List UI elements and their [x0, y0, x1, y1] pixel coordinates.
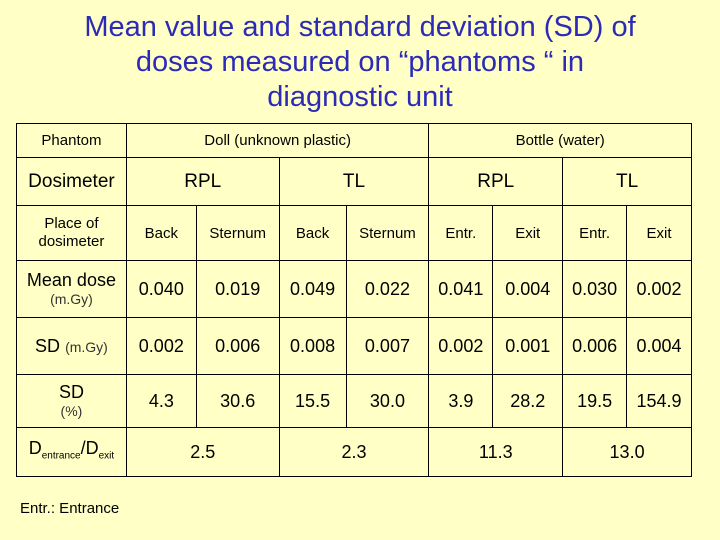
dosimeter-row: Dosimeter RPL TL RPL TL: [16, 157, 692, 206]
phantom-label: Phantom: [16, 123, 127, 158]
place-cell: Entr.: [562, 205, 628, 261]
place-row: Place of dosimeter Back Sternum Back Ste…: [16, 205, 692, 261]
ratio-label: Dentrance/Dexit: [16, 427, 127, 477]
dosimeter-header: TL: [562, 157, 692, 206]
phantom-row: Phantom Doll (unknown plastic) Bottle (w…: [16, 123, 692, 158]
sd-percent-cell: 15.5: [278, 374, 347, 428]
sd-percent-cell: 4.3: [125, 374, 197, 428]
mean-cell: 0.041: [428, 260, 494, 318]
doll-header: Doll (unknown plastic): [125, 123, 430, 158]
sd-percent-cell: 19.5: [562, 374, 628, 428]
ratio-cell: 2.3: [278, 427, 430, 477]
ratio-row: Dentrance/Dexit 2.5 2.3 11.3 13.0: [16, 427, 692, 477]
dosimeter-header: RPL: [125, 157, 280, 206]
sd-cell: 0.004: [626, 317, 692, 375]
bottle-header: Bottle (water): [428, 123, 692, 158]
sd-cell: 0.001: [492, 317, 564, 375]
mean-cell: 0.002: [626, 260, 692, 318]
place-cell: Sternum: [195, 205, 280, 261]
sd-percent-unit: (%): [60, 402, 83, 419]
sd-percent-label-text: SD: [58, 381, 84, 402]
dose-table: Phantom Doll (unknown plastic) Bottle (w…: [16, 123, 692, 477]
sd-cell: 0.008: [278, 317, 347, 375]
sd-cell: 0.006: [562, 317, 628, 375]
mean-cell: 0.040: [125, 260, 197, 318]
sd-cell: 0.006: [195, 317, 280, 375]
ratio-cell: 11.3: [428, 427, 564, 477]
sd-percent-cell: 30.6: [195, 374, 280, 428]
mean-cell: 0.004: [492, 260, 564, 318]
dosimeter-header: TL: [278, 157, 430, 206]
place-cell: Back: [125, 205, 197, 261]
mean-dose-row: Mean dose (m.Gy) 0.040 0.019 0.049 0.022…: [16, 260, 692, 318]
sd-row: SD (m.Gy) 0.002 0.006 0.008 0.007 0.002 …: [16, 317, 692, 375]
mean-cell: 0.049: [278, 260, 347, 318]
footnote: Entr.: Entrance: [20, 500, 120, 517]
sd-cell: 0.007: [345, 317, 430, 375]
dosimeter-header: RPL: [428, 157, 564, 206]
sd-percent-cell: 28.2: [492, 374, 564, 428]
sd-cell: 0.002: [125, 317, 197, 375]
sd-percent-cell: 154.9: [626, 374, 692, 428]
sd-percent-label: SD (%): [16, 374, 127, 428]
ratio-label-d: D: [28, 437, 42, 458]
mean-dose-unit: (m.Gy): [50, 290, 93, 307]
sd-label: SD (m.Gy): [16, 317, 127, 375]
place-cell: Exit: [492, 205, 564, 261]
sd-label-text: SD: [35, 335, 61, 356]
mean-cell: 0.022: [345, 260, 430, 318]
sd-percent-row: SD (%) 4.3 30.6 15.5 30.0 3.9 28.2 19.5 …: [16, 374, 692, 428]
mean-dose-label-text: Mean dose: [26, 269, 116, 290]
dosimeter-label: Dosimeter: [16, 157, 127, 206]
ratio-label-slash: /D: [80, 437, 99, 458]
mean-cell: 0.019: [195, 260, 280, 318]
ratio-cell: 2.5: [125, 427, 280, 477]
title-line-3: diagnostic unit: [267, 81, 453, 113]
place-label-text: Place of dosimeter: [38, 215, 105, 250]
place-cell: Exit: [626, 205, 692, 261]
ratio-cell: 13.0: [562, 427, 692, 477]
mean-dose-label: Mean dose (m.Gy): [16, 260, 127, 318]
title-line-1: Mean value and standard deviation (SD) o…: [84, 11, 636, 43]
title-line-2: doses measured on “phantoms “ in: [135, 46, 585, 78]
sd-unit: (m.Gy): [65, 338, 108, 355]
place-label: Place of dosimeter: [16, 205, 127, 261]
place-cell: Back: [278, 205, 347, 261]
sd-cell: 0.002: [428, 317, 494, 375]
sd-percent-cell: 3.9: [428, 374, 494, 428]
ratio-label-sub-exit: exit: [98, 450, 115, 462]
page-title: Mean value and standard deviation (SD) o…: [0, 10, 720, 115]
place-cell: Entr.: [428, 205, 494, 261]
place-cell: Sternum: [345, 205, 430, 261]
ratio-label-sub-entrance: entrance: [41, 450, 81, 462]
mean-cell: 0.030: [562, 260, 628, 318]
sd-percent-cell: 30.0: [345, 374, 430, 428]
